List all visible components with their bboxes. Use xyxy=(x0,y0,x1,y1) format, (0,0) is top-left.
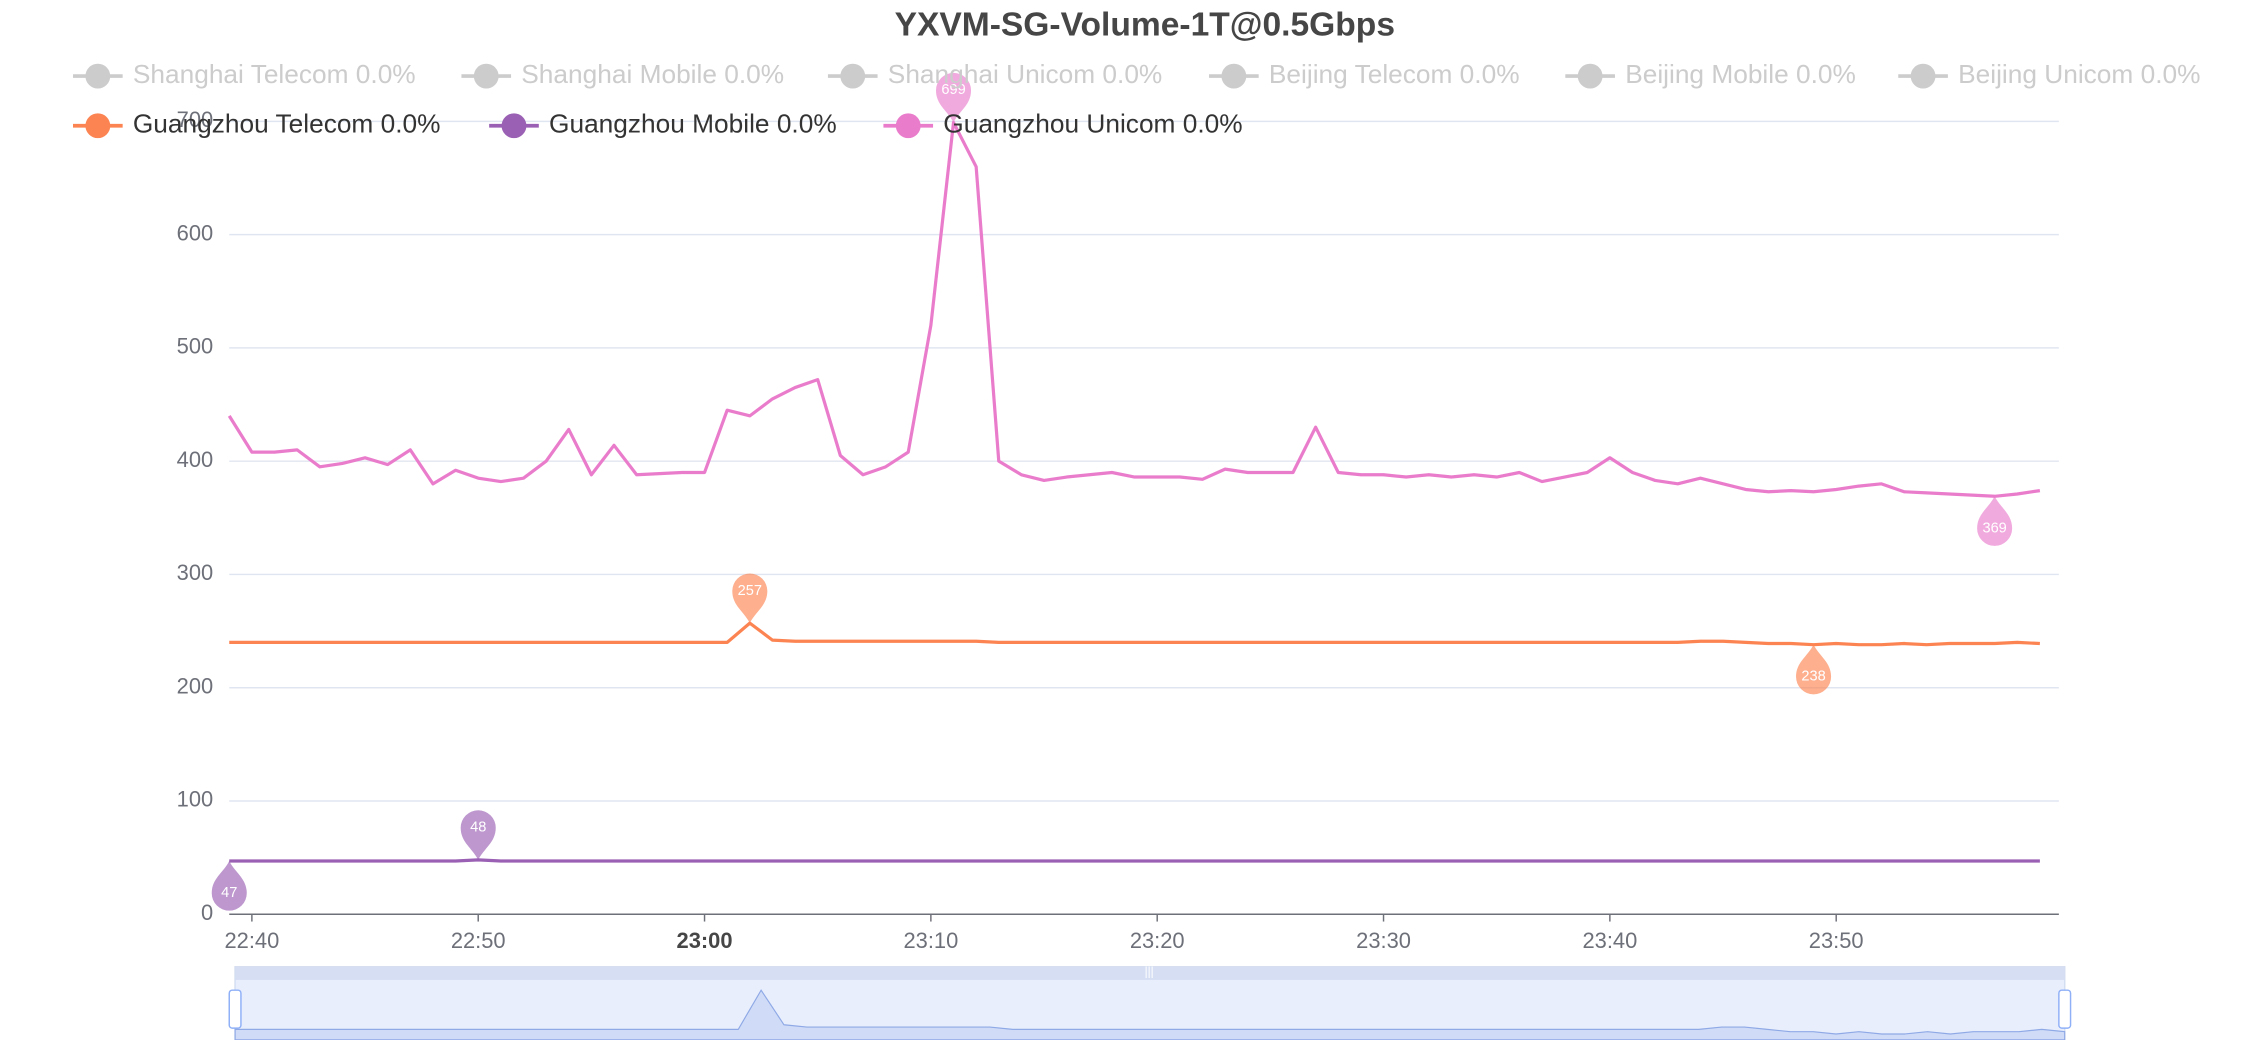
legend-item[interactable]: Guangzhou Unicom 0.0% xyxy=(883,109,1243,139)
y-tick-label: 600 xyxy=(177,220,214,245)
series-line xyxy=(229,858,2040,863)
legend-item[interactable]: Shanghai Unicom 0.0% xyxy=(827,59,1162,89)
pin-label: 369 xyxy=(1982,520,2006,536)
pin-label: 48 xyxy=(470,820,486,836)
legend-label: Guangzhou Mobile 0.0% xyxy=(549,109,837,139)
y-tick-label: 300 xyxy=(177,560,214,585)
legend-item[interactable]: Shanghai Mobile 0.0% xyxy=(461,59,784,89)
chart-title: YXVM-SG-Volume-1T@0.5Gbps xyxy=(895,6,1395,43)
legend-label: Shanghai Mobile 0.0% xyxy=(521,59,784,89)
mark-point: 238 xyxy=(1796,644,1832,695)
x-tick-label: 22:40 xyxy=(224,928,279,953)
legend-label: Beijing Mobile 0.0% xyxy=(1625,59,1856,89)
y-tick-label: 100 xyxy=(177,787,214,812)
pin xyxy=(460,810,496,860)
mark-point: 47 xyxy=(211,861,247,911)
legend-dot xyxy=(85,63,111,89)
legend-item[interactable]: Beijing Mobile 0.0% xyxy=(1565,59,1856,89)
pin xyxy=(732,573,768,624)
legend-dot xyxy=(473,63,499,89)
mark-point: 699 xyxy=(935,72,972,123)
legend-dot xyxy=(85,113,111,139)
mark-point: 369 xyxy=(1977,496,2013,546)
pin-label: 238 xyxy=(1801,669,1825,685)
zoom-handle-right[interactable] xyxy=(2058,989,2072,1029)
series-line xyxy=(227,120,2041,498)
legend-label: Guangzhou Telecom 0.0% xyxy=(133,109,441,139)
pin xyxy=(935,72,972,123)
legend-dot xyxy=(1577,63,1603,89)
legend-dot xyxy=(1910,63,1936,89)
legend-item[interactable]: Beijing Telecom 0.0% xyxy=(1209,59,1520,89)
legend-label: Guangzhou Unicom 0.0% xyxy=(943,109,1242,139)
zoom-handle-left[interactable] xyxy=(228,989,242,1029)
legend-label: Shanghai Telecom 0.0% xyxy=(133,59,416,89)
pin-label: 699 xyxy=(941,82,965,98)
x-tick-label: 23:50 xyxy=(1809,928,1864,953)
mark-point: 48 xyxy=(460,810,496,860)
legend-dot xyxy=(501,113,527,139)
legend-item[interactable]: Guangzhou Mobile 0.0% xyxy=(489,109,837,139)
legend-dot xyxy=(1221,63,1247,89)
y-tick-label: 500 xyxy=(177,334,214,359)
legend-label: Shanghai Unicom 0.0% xyxy=(888,59,1162,89)
pin-label: 257 xyxy=(738,583,762,599)
mark-point: 257 xyxy=(732,573,768,624)
pin-label: 47 xyxy=(221,885,237,901)
pin xyxy=(1977,496,2013,546)
x-tick-label: 22:50 xyxy=(451,928,506,953)
legend-item[interactable]: Beijing Unicom 0.0% xyxy=(1898,59,2200,89)
x-tick-label: 23:20 xyxy=(1130,928,1185,953)
x-tick-label: 23:30 xyxy=(1356,928,1411,953)
zoom-preview xyxy=(234,989,2066,1040)
series-line xyxy=(229,621,2040,647)
x-tick-label: 23:40 xyxy=(1582,928,1637,953)
y-tick-label: 700 xyxy=(177,107,214,132)
y-tick-label: 400 xyxy=(177,447,214,472)
legend-dot xyxy=(895,113,921,139)
legend-item[interactable]: Guangzhou Telecom 0.0% xyxy=(73,109,440,139)
zoom-grip[interactable]: ||| xyxy=(1145,966,1154,979)
legend-dot xyxy=(840,63,866,89)
pin xyxy=(211,861,247,911)
y-tick-label: 0 xyxy=(201,900,213,925)
zoom-bar[interactable] xyxy=(235,966,2065,980)
legend-label: Beijing Telecom 0.0% xyxy=(1269,59,1520,89)
x-tick-label: 23:00 xyxy=(677,928,733,953)
data-zoom[interactable]: ||| xyxy=(228,966,2072,1040)
x-tick-label: 23:10 xyxy=(903,928,958,953)
legend-label: Beijing Unicom 0.0% xyxy=(1958,59,2200,89)
pin xyxy=(1796,644,1832,695)
y-tick-label: 200 xyxy=(177,673,214,698)
legend-item[interactable]: Shanghai Telecom 0.0% xyxy=(73,59,416,89)
